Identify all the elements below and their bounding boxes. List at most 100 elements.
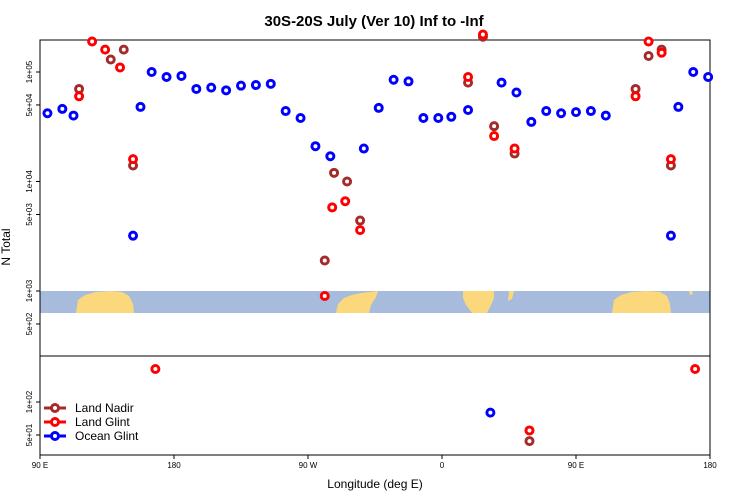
upper-y-tick-label: 5e+04 [25, 93, 34, 116]
chart-title: 30S-20S July (Ver 10) Inf to -Inf [264, 13, 484, 30]
upper-y-tick-label: 5e+02 [25, 312, 34, 335]
x-tick-label: 180 [167, 461, 181, 470]
data-point-land-glint [489, 131, 500, 142]
data-point-land-glint [355, 225, 366, 236]
data-point-ocean-glint [600, 110, 611, 121]
data-point-land-glint [630, 91, 641, 102]
data-point-ocean-glint [446, 111, 457, 122]
legend-item-ocean-glint: Ocean Glint [44, 429, 139, 443]
map-land-africa [463, 291, 494, 313]
data-point-land-nadir [105, 54, 116, 65]
data-point-ocean-glint [703, 72, 714, 83]
lower-y-tick-label: 1e+02 [25, 390, 34, 413]
data-point-ocean-glint [176, 70, 187, 81]
upper-y-tick-label: 5e+03 [25, 203, 34, 226]
legend-label-land-glint: Land Glint [75, 415, 130, 429]
data-point-ocean-glint [511, 87, 522, 98]
map-ocean [40, 291, 710, 313]
data-point-ocean-glint [236, 80, 246, 91]
world-map-strip [40, 291, 710, 313]
data-point-ocean-glint [310, 141, 321, 152]
data-point-land-glint [128, 154, 139, 165]
data-point-ocean-glint [526, 116, 537, 127]
data-point-ocean-glint [161, 72, 172, 83]
data-point-land-glint [340, 196, 351, 207]
data-point-ocean-glint [295, 113, 306, 124]
upper-y-tick-label: 1e+04 [25, 170, 34, 193]
data-point-ocean-glint [556, 108, 567, 119]
data-point-ocean-glint [373, 102, 384, 113]
data-point-land-glint [319, 291, 330, 302]
data-point-ocean-glint [388, 74, 399, 85]
data-point-ocean-glint [463, 104, 474, 115]
data-point-land-glint [150, 364, 161, 374]
legend: Land Nadir Land Glint Ocean Glint [44, 401, 139, 443]
x-tick-label: 0 [440, 461, 445, 470]
data-point-land-glint [665, 154, 676, 165]
data-point-ocean-glint [42, 108, 53, 119]
data-point-ocean-glint [485, 407, 496, 418]
data-point-land-nadir [329, 167, 340, 178]
data-point-land-nadir [489, 121, 500, 132]
data-point-ocean-glint [358, 143, 369, 154]
data-point-ocean-glint [325, 151, 336, 162]
data-point-ocean-glint [673, 101, 684, 112]
data-point-land-glint [327, 202, 338, 213]
data-point-ocean-glint [135, 101, 146, 112]
data-point-ocean-glint [191, 83, 202, 94]
data-point-land-glint [524, 425, 535, 436]
map-land-australia-right [612, 291, 671, 313]
data-point-ocean-glint [57, 103, 68, 114]
y-axis-label: N Total [0, 228, 13, 265]
data-point-land-glint [87, 36, 98, 47]
data-point-ocean-glint [418, 113, 429, 124]
legend-marker-ocean-glint [50, 431, 60, 441]
data-point-land-glint [74, 91, 85, 102]
x-axis: 90 E 180 90 W 0 90 E 180 [32, 455, 717, 470]
y-axis: 1e+05 5e+04 1e+04 5e+03 1e+03 5e+02 1e+02 5e+01 [25, 60, 40, 446]
lower-y-tick-label: 5e+01 [25, 423, 34, 446]
data-point-ocean-glint [146, 67, 157, 77]
x-tick-label: 90 E [32, 461, 48, 470]
legend-marker-land-glint [50, 417, 60, 427]
upper-y-tick-label: 1e+05 [25, 60, 34, 83]
data-point-ocean-glint [403, 76, 414, 87]
data-point-ocean-glint [585, 106, 596, 117]
data-point-ocean-glint [688, 67, 699, 77]
data-point-land-nadir [342, 176, 353, 187]
legend-marker-land-nadir [50, 403, 60, 413]
data-point-land-glint [509, 143, 520, 154]
data-point-ocean-glint [280, 106, 291, 117]
data-point-land-glint [100, 44, 111, 55]
x-tick-label: 90 W [299, 461, 318, 470]
x-axis-label: Longitude (deg E) [327, 477, 422, 491]
map-land-new-zealand [689, 291, 693, 295]
legend-item-land-glint: Land Glint [44, 415, 130, 429]
data-point-ocean-glint [571, 107, 581, 118]
legend-label-land-nadir: Land Nadir [75, 401, 134, 415]
data-point-ocean-glint [496, 77, 507, 88]
data-point-land-glint [690, 364, 701, 374]
map-land-australia-left [76, 291, 134, 313]
data-point-land-glint [656, 47, 667, 58]
x-tick-label: 90 E [568, 461, 584, 470]
plot-points [42, 29, 714, 447]
data-point-ocean-glint [265, 78, 276, 89]
data-point-ocean-glint [250, 80, 261, 91]
data-point-land-glint [463, 72, 474, 83]
legend-label-ocean-glint: Ocean Glint [75, 429, 139, 443]
data-point-ocean-glint [665, 230, 676, 241]
lower-panel-frame [39, 355, 711, 456]
data-point-land-nadir [524, 436, 535, 447]
data-point-ocean-glint [433, 113, 444, 124]
map-land-south-america [336, 291, 378, 313]
data-point-land-nadir [643, 50, 654, 61]
upper-y-tick-label: 1e+03 [25, 279, 34, 302]
data-point-land-nadir [118, 44, 129, 55]
x-tick-label: 180 [703, 461, 717, 470]
legend-item-land-nadir: Land Nadir [44, 401, 134, 415]
data-point-land-nadir [355, 215, 366, 226]
map-land-madagascar [508, 291, 514, 301]
